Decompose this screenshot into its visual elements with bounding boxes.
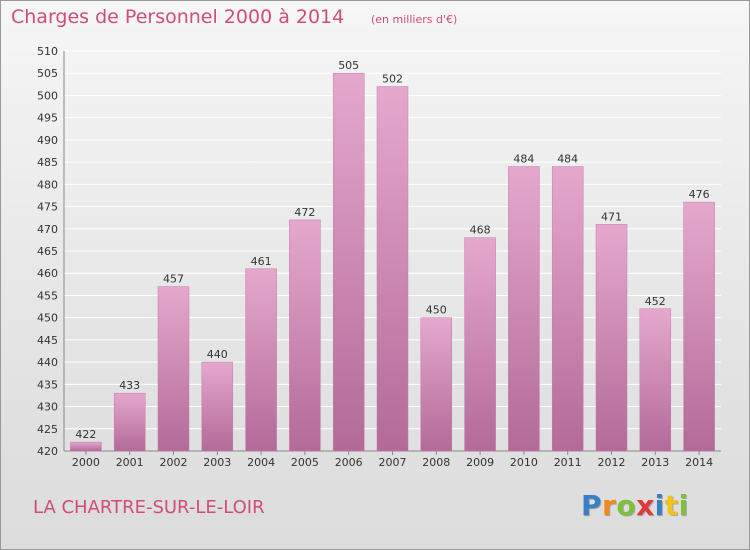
- y-tick-label: 445: [37, 334, 58, 347]
- value-label-2007: 502: [382, 73, 403, 86]
- x-tick-label-2005: 2005: [291, 456, 319, 469]
- bar-2008: [420, 317, 453, 452]
- bar-2007: [376, 86, 409, 452]
- value-label-2013: 452: [645, 295, 666, 308]
- bar-2003: [201, 361, 234, 452]
- bar-2011: [551, 166, 584, 452]
- bar-2014: [683, 201, 715, 452]
- x-tick-label-2007: 2007: [379, 456, 407, 469]
- y-tick-label: 495: [37, 112, 58, 125]
- y-tick-label: 480: [37, 178, 58, 191]
- bar-2006: [332, 72, 365, 452]
- value-label-2008: 450: [426, 304, 447, 317]
- y-tick-label: 465: [37, 245, 58, 258]
- value-label-2000: 422: [75, 428, 96, 441]
- x-tick-label-2014: 2014: [685, 456, 713, 469]
- chart-title: Charges de Personnel 2000 à 2014: [11, 6, 345, 28]
- y-tick-label: 470: [37, 223, 58, 236]
- bar-2013: [639, 308, 672, 452]
- y-tick-label: 485: [37, 156, 58, 169]
- chart-subtitle: (en milliers d'€): [371, 13, 458, 26]
- y-tick-label: 460: [37, 267, 58, 280]
- y-tick-label: 505: [37, 67, 58, 80]
- value-label-2010: 484: [513, 153, 534, 166]
- bar-2002: [157, 286, 190, 452]
- value-label-2011: 484: [557, 153, 578, 166]
- y-tick-label: 450: [37, 312, 58, 325]
- x-tick-label-2001: 2001: [116, 456, 144, 469]
- x-tick-label-2010: 2010: [510, 456, 538, 469]
- y-tick-label: 455: [37, 289, 58, 302]
- x-tick-label-2000: 2000: [72, 456, 100, 469]
- value-label-2005: 472: [294, 206, 315, 219]
- city-name: LA CHARTRE-SUR-LE-LOIR: [33, 497, 265, 518]
- x-tick-label-2003: 2003: [203, 456, 231, 469]
- y-tick-label: 510: [37, 45, 58, 58]
- value-label-2012: 471: [601, 210, 622, 223]
- bar-2005: [289, 219, 321, 452]
- x-tick-label-2011: 2011: [554, 456, 582, 469]
- proxiti-logo[interactable]: Proxiti: [581, 489, 689, 522]
- value-label-2003: 440: [207, 348, 228, 361]
- value-label-2002: 457: [163, 273, 184, 286]
- bar-2010: [508, 166, 540, 452]
- y-tick-label: 440: [37, 356, 58, 369]
- bar-2004: [245, 268, 277, 452]
- y-tick-label: 500: [37, 89, 58, 102]
- x-tick-label-2002: 2002: [160, 456, 188, 469]
- x-tick-label-2009: 2009: [466, 456, 494, 469]
- y-tick-label: 475: [37, 201, 58, 214]
- x-tick-label-2008: 2008: [422, 456, 450, 469]
- y-tick-label: 490: [37, 134, 58, 147]
- y-tick-label: 425: [37, 423, 58, 436]
- value-label-2004: 461: [251, 255, 272, 268]
- value-label-2014: 476: [689, 188, 710, 201]
- y-tick-label: 435: [37, 378, 58, 391]
- value-label-2009: 468: [470, 224, 491, 237]
- x-tick-label-2004: 2004: [247, 456, 275, 469]
- x-tick-label-2012: 2012: [598, 456, 626, 469]
- x-tick-label-2013: 2013: [641, 456, 669, 469]
- value-label-2006: 505: [338, 59, 359, 72]
- x-tick-label-2006: 2006: [335, 456, 363, 469]
- value-label-2001: 433: [119, 379, 140, 392]
- bar-2009: [464, 237, 496, 452]
- bar-2000: [70, 441, 102, 452]
- bar-2001: [113, 392, 146, 452]
- bar-2012: [595, 224, 628, 452]
- y-tick-label: 420: [37, 445, 58, 458]
- y-tick-label: 430: [37, 401, 58, 414]
